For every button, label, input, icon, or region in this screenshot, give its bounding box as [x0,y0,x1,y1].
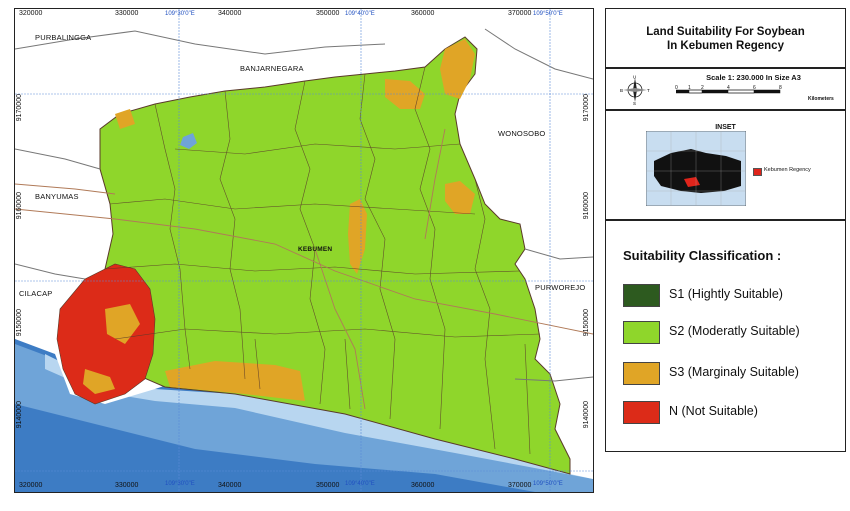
geo-bottom-0: 109°30'0"E [165,481,195,487]
region-purbalingga: PURBALINGGA [35,33,92,42]
region-banjarnegara: BANJARNEGARA [240,64,304,73]
coord-top-2: 340000 [218,10,242,17]
map-title-line1: Land Suitability For Soybean [646,26,805,38]
coord-top-3: 350000 [316,10,340,17]
coord-bottom-1: 330000 [115,482,139,489]
map-title-line2: In Kebumen Regency [667,40,784,52]
legend-label-s3: S3 (Marginaly Suitable) [669,365,799,379]
scale-unit: Kilometers [808,96,834,102]
coord-right-0: 9170000 [583,94,590,122]
svg-text:B: B [620,88,623,93]
region-wonosobo: WONOSOBO [498,129,546,138]
geo-top-2: 109°50'0"E [533,11,563,17]
roads [15,128,593,410]
north-arrow-icon: U B T S [620,75,650,105]
scale-tick-1: 1 [688,85,691,91]
scale-panel: U B T S Scale 1: 230.000 In Size A3 0 1 … [605,68,846,110]
lake [180,133,197,149]
graticule [15,9,593,492]
coord-right-2: 9150000 [583,309,590,337]
map-frame: 320000 330000 340000 350000 360000 37000… [14,8,594,493]
s3-patch-coast [165,361,305,401]
n-area-southwest [56,263,156,405]
inset-panel: INSET Kebumen Regency [605,110,846,220]
sea-mid [15,344,593,492]
inset-title: INSET [715,124,736,131]
coord-bottom-5: 370000 [508,482,532,489]
map-canvas [15,9,593,492]
scale-tick-2: 2 [701,85,704,91]
coord-top-4: 360000 [411,10,435,17]
legend-panel: Suitability Classification : S1 (Hightly… [605,220,846,452]
scale-tick-0: 0 [675,85,678,91]
scale-bar [676,89,781,94]
region-purworejo: PURWOREJO [535,283,586,292]
legend-label-n: N (Not Suitable) [669,404,758,418]
s3-patch-east [445,181,475,214]
coord-left-1: 9160000 [16,192,23,220]
s3-patch-center [348,199,367,274]
scale-text: Scale 1: 230.000 In Size A3 [706,73,801,82]
geo-bottom-1: 109°40'0"E [345,481,375,487]
svg-text:U: U [633,75,636,80]
legend-swatch-s3 [623,362,660,385]
region-cilacap: CILACAP [19,289,53,298]
geo-top-0: 109°30'0"E [165,11,195,17]
sea-light [45,354,593,479]
s3-patch-north [440,39,475,99]
svg-text:S: S [633,101,636,105]
legend-title: Suitability Classification : [623,248,782,263]
coord-top-0: 320000 [19,10,43,17]
s3-inside-n [105,304,140,344]
s3-patch-west [115,109,135,129]
region-banyumas: BANYUMAS [35,192,79,201]
coord-bottom-2: 340000 [218,482,242,489]
inset-map [646,131,746,206]
legend-label-s1: S1 (Hightly Suitable) [669,287,783,301]
legend-swatch-n [623,401,660,424]
coord-top-1: 330000 [115,10,139,17]
inset-legend-label: Kebumen Regency [764,167,811,173]
coord-bottom-0: 320000 [19,482,43,489]
region-kebumen: KEBUMEN [298,246,333,253]
coord-right-3: 9140000 [583,401,590,429]
svg-text:T: T [647,88,650,93]
s3-inside-n-2 [83,369,115,394]
scale-tick-3: 4 [727,85,730,91]
legend-swatch-s1 [623,284,660,307]
coord-left-0: 9170000 [16,94,23,122]
geo-bottom-2: 109°50'0"E [533,481,563,487]
province-boundaries [15,28,593,382]
geo-top-1: 109°40'0"E [345,11,375,17]
title-panel: Land Suitability For Soybean In Kebumen … [605,8,846,68]
legend-label-s2: S2 (Moderatly Suitable) [669,324,800,338]
scale-tick-5: 8 [779,85,782,91]
coord-bottom-4: 360000 [411,482,435,489]
inset-legend-swatch [753,168,762,176]
coord-bottom-3: 350000 [316,482,340,489]
scale-tick-4: 6 [753,85,756,91]
coord-top-5: 370000 [508,10,532,17]
legend-swatch-s2 [623,321,660,344]
district-boundaries [104,66,541,455]
coord-left-3: 9140000 [16,401,23,429]
coord-left-2: 9150000 [16,309,23,337]
coord-right-1: 9160000 [583,192,590,220]
